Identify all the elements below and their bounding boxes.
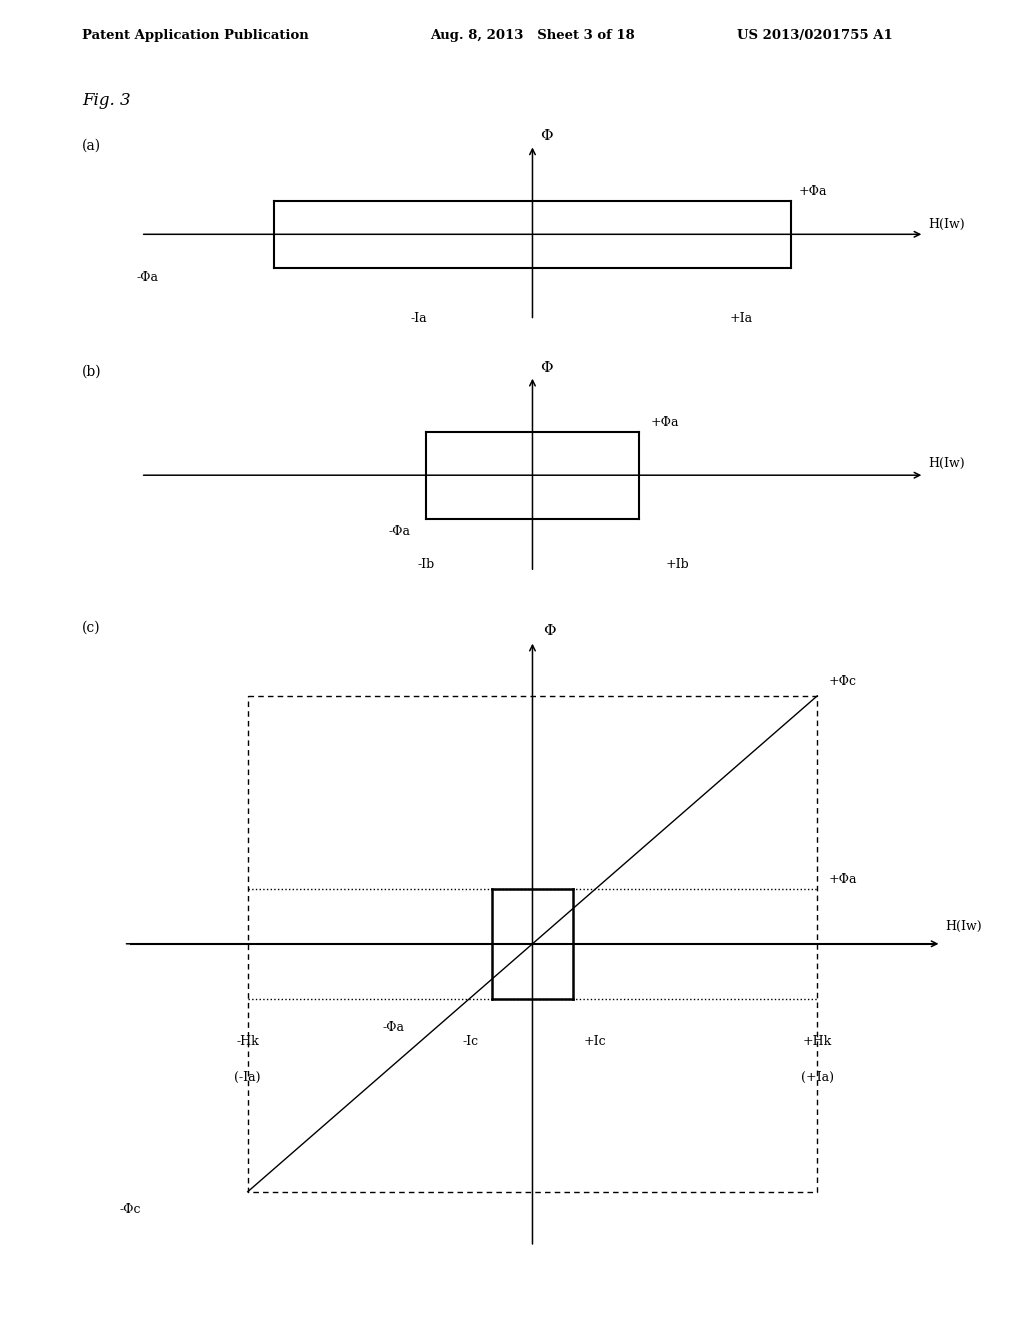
Text: (c): (c) (82, 620, 100, 635)
Text: -Ib: -Ib (418, 558, 434, 572)
Text: +Ib: +Ib (666, 558, 689, 572)
Text: Aug. 8, 2013   Sheet 3 of 18: Aug. 8, 2013 Sheet 3 of 18 (430, 29, 635, 42)
Text: -Φc: -Φc (120, 1203, 141, 1216)
Text: -Hk: -Hk (237, 1035, 259, 1048)
Text: (b): (b) (82, 364, 101, 379)
Text: +Φa: +Φa (650, 416, 679, 429)
Text: +Φc: +Φc (828, 675, 856, 688)
Text: -Φa: -Φa (383, 1020, 404, 1034)
Text: +Φa: +Φa (828, 873, 857, 886)
Text: Fig. 3: Fig. 3 (82, 92, 130, 110)
Text: +Ia: +Ia (730, 312, 754, 325)
Text: -Ic: -Ic (463, 1035, 478, 1048)
Text: +Hk: +Hk (803, 1035, 831, 1048)
Text: Φ: Φ (540, 360, 553, 375)
Text: (+Ia): (+Ia) (801, 1071, 834, 1084)
Text: US 2013/0201755 A1: US 2013/0201755 A1 (737, 29, 893, 42)
Text: -Φa: -Φa (137, 272, 159, 284)
Text: -Φa: -Φa (389, 525, 411, 537)
Text: -Ia: -Ia (410, 312, 427, 325)
Text: H(Iᴡ): H(Iᴡ) (945, 920, 982, 933)
Text: (-Ia): (-Ia) (234, 1071, 261, 1084)
Text: +Φa: +Φa (799, 185, 827, 198)
Text: Φ: Φ (544, 624, 556, 638)
Text: Φ: Φ (540, 129, 553, 144)
Text: H(Iᴡ): H(Iᴡ) (928, 218, 965, 231)
Text: (a): (a) (82, 139, 101, 153)
Text: Patent Application Publication: Patent Application Publication (82, 29, 308, 42)
Text: +Ic: +Ic (584, 1035, 606, 1048)
Text: H(Iᴡ): H(Iᴡ) (928, 457, 965, 470)
